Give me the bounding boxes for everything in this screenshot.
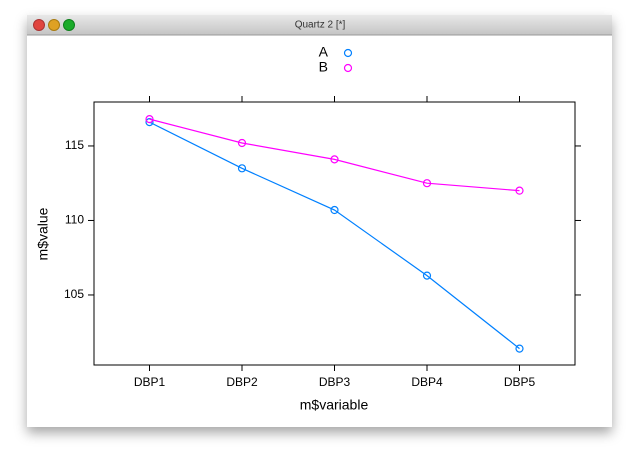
close-button[interactable] — [33, 19, 45, 31]
x-tick-label: DBP4 — [411, 375, 443, 389]
series-line — [149, 118, 520, 192]
x-axis-label: m$variable — [300, 397, 369, 413]
x-tick-label: DBP1 — [134, 375, 166, 389]
x-tick-label: DBP3 — [319, 375, 351, 389]
data-point — [145, 118, 154, 127]
legend-label: B — [319, 59, 328, 75]
data-point — [422, 179, 432, 188]
legend-symbol — [343, 63, 353, 73]
legend-label: A — [319, 44, 329, 60]
y-tick-label: 115 — [65, 138, 84, 152]
legend-symbol — [343, 48, 353, 58]
data-point — [330, 205, 339, 215]
data-point — [330, 155, 339, 164]
x-tick-label: DBP2 — [226, 375, 258, 389]
data-point — [515, 344, 524, 353]
data-point — [237, 164, 247, 173]
x-tick-label: DBP5 — [504, 375, 536, 389]
zoom-button[interactable] — [63, 19, 75, 31]
window — [27, 15, 612, 427]
y-tick-label: 105 — [64, 287, 84, 301]
y-axis-label: m$value — [35, 207, 51, 260]
data-point — [422, 271, 432, 280]
title-bar — [27, 15, 612, 35]
window-title: Quartz 2 [*] — [295, 20, 346, 31]
data-point — [145, 115, 154, 124]
data-point — [515, 186, 524, 195]
data-point — [237, 138, 247, 148]
y-tick-label: 110 — [65, 213, 84, 227]
series-line — [149, 121, 520, 350]
minimize-button[interactable] — [48, 19, 60, 31]
